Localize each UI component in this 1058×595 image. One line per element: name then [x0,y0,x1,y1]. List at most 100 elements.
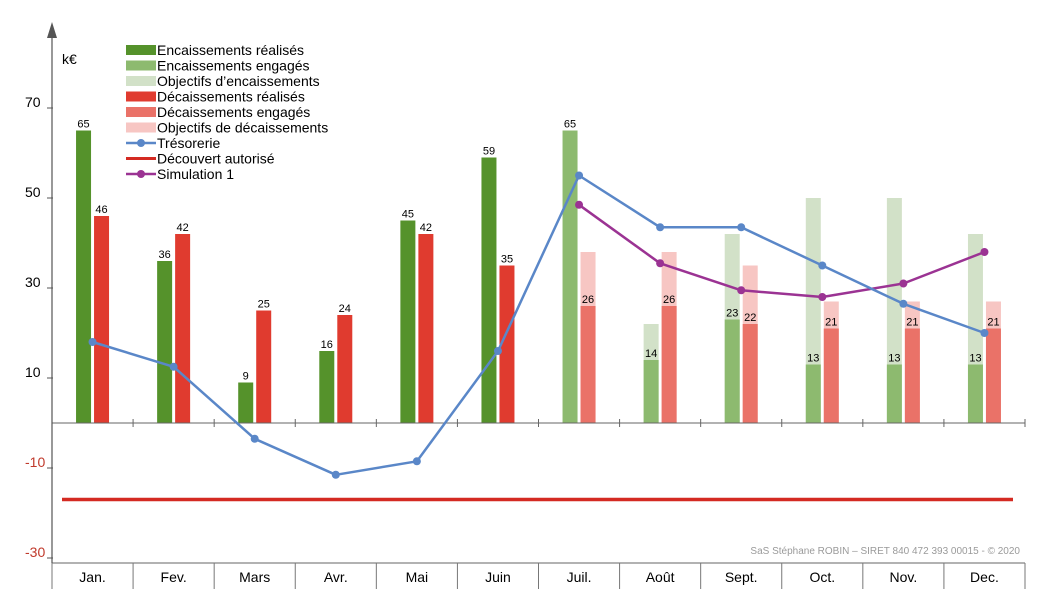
bar [337,315,353,423]
x-tick-label: Mai [406,569,429,585]
legend-swatch [126,107,156,117]
x-tick-label: Août [646,569,675,585]
legend-label: Décaissements engagés [157,104,310,120]
legend-label: Encaissements engagés [157,58,310,74]
line-marker [88,338,97,346]
line-marker [250,434,259,443]
y-tick-label: 50 [25,184,41,200]
legend-label: Découvert autorisé [157,151,275,167]
bar [157,261,173,423]
line-marker [656,223,665,232]
bar [499,265,515,423]
bar-data-label: 42 [177,222,189,234]
bar-data-label: 35 [501,254,513,266]
legend-label: Trésorerie [157,135,220,151]
y-axis-unit-label: k€ [62,51,77,67]
line-marker [656,259,665,268]
bar [256,310,272,423]
bar-data-label: 9 [243,371,249,383]
bar-data-label: 21 [906,317,918,329]
x-tick-label: Nov. [890,569,918,585]
legend-swatch [126,60,156,71]
bar [76,130,92,423]
bars-layer [76,130,1001,423]
bar-data-label: 25 [258,299,270,311]
bar-data-label: 13 [807,353,819,365]
bar [400,220,416,423]
x-tick-label: Sept. [725,569,758,585]
bar-labels-layer: 65 46 36 42 9 25 16 24 45 42 59 35 65 26 14 26 23 22 13 21 1… [77,119,999,383]
bar-data-label: 13 [888,353,900,365]
line-marker [899,299,908,308]
bar [886,364,902,423]
bar-data-label: 59 [483,146,495,158]
line-marker [331,470,340,479]
bar [481,157,497,423]
line-marker [737,223,746,232]
legend-label: Simulation 1 [157,166,234,182]
y-tick-label: 70 [25,94,41,110]
bar [805,364,821,423]
bar [661,306,677,423]
bar-data-label: 14 [645,348,657,360]
bar [580,306,596,423]
bar-data-label: 65 [564,119,576,131]
bar [175,234,191,423]
x-tick-label: Mars [239,569,270,585]
y-tick-label: -30 [25,544,45,560]
legend-marker [137,139,145,147]
bar-data-label: 24 [339,303,351,315]
x-tick-label: Oct. [809,569,835,585]
x-tick-label: Juil. [567,569,592,585]
bar-data-label: 16 [321,339,333,351]
bar [823,328,839,423]
axes-layer: 70 50 30 10 -10 -30 Jan. Fev. Mars Avr. Mai Juin Jui… [25,22,1026,589]
lines-layer [62,171,1013,502]
line-marker [412,457,421,466]
line-marker [980,329,989,337]
line-marker [493,347,502,355]
bar-data-label: 13 [969,353,981,365]
line-simulation-1 [578,203,985,299]
line-marker [818,293,827,301]
bar-data-label: 23 [726,308,738,320]
line-marker [169,362,178,371]
bar [904,328,920,423]
legend-swatch [126,45,156,55]
x-tick-label: Jan. [79,569,105,585]
bar [967,364,983,423]
bar [94,216,110,423]
line-marker [818,261,827,270]
line-tr-sorerie [92,174,985,477]
y-tick-label: -10 [25,454,45,470]
legend-marker [137,170,145,178]
bar [985,328,1001,423]
legend-label: Encaissements réalisés [157,42,304,58]
legend-swatch [126,76,156,86]
legend-label: Objectifs de décaissements [157,120,328,136]
bar [238,382,254,423]
y-tick-label: 30 [25,274,41,290]
bar-data-label: 46 [95,204,107,216]
y-tick-label: 10 [25,364,41,380]
bar-data-label: 36 [159,249,171,261]
bar [319,351,335,423]
bar [418,234,434,423]
line-marker [980,248,989,256]
copyright-credit: SaS Stéphane ROBIN – SIRET 840 472 393 0… [750,546,1020,557]
legend-swatch [126,91,156,102]
legend-label: Décaissements réalisés [157,89,305,105]
legend-swatch [126,122,156,133]
line-marker [575,171,584,180]
x-tick-label: Avr. [324,569,348,585]
bar-data-label: 26 [663,294,675,306]
bar-data-label: 22 [744,312,756,324]
bar-data-label: 26 [582,294,594,306]
bar [724,319,740,423]
x-tick-label: Juin [485,569,511,585]
bar-data-label: 45 [402,209,414,221]
y-axis-arrow [47,22,57,38]
bar [643,360,659,423]
